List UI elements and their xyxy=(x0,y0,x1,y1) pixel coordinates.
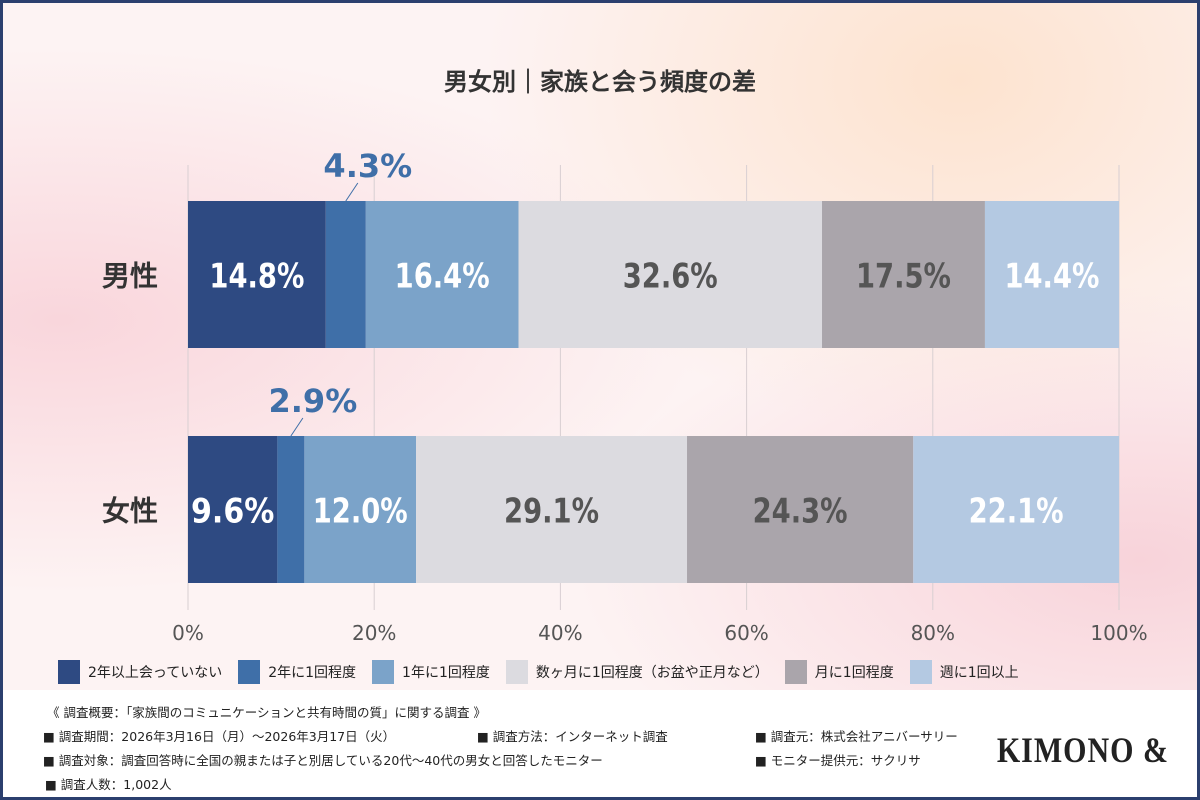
survey-source: ■ 調査元：株式会社アニバーサリー xyxy=(755,729,958,744)
x-tick-label: 60% xyxy=(724,621,768,645)
legend: 2年以上会っていない 2年に1回程度 1年に1回程度 数ヶ月に1回程度（お盆や正月など… xyxy=(58,660,1019,684)
callout-line xyxy=(345,182,359,202)
data-label: 32.6% xyxy=(623,257,718,297)
kimono-logo: KIMONO & xyxy=(996,730,1169,771)
category-label: 女性 xyxy=(102,495,158,528)
survey-summary: 《 調査概要：「家族間のコミュニケーションと共有時間の質」に関する調査 》 xyxy=(47,705,486,720)
data-label: 14.4% xyxy=(1004,257,1099,297)
legend-swatch xyxy=(505,660,528,684)
legend-swatch xyxy=(909,660,932,684)
bar-segment xyxy=(325,201,366,348)
survey-footer: 《 調査概要：「家族間のコミュニケーションと共有時間の質」に関する調査 》 ■ … xyxy=(3,690,1197,797)
x-tick-label: 80% xyxy=(911,621,955,645)
data-label: 12.0% xyxy=(313,492,408,532)
legend-label: 1年に1回程度 xyxy=(402,665,490,681)
bar-segment xyxy=(188,436,278,583)
data-label: 2.9% xyxy=(269,382,358,420)
bar-segment xyxy=(518,201,823,348)
survey-method: ■ 調査方法：インターネット調査 xyxy=(477,729,668,744)
bar-segment xyxy=(416,436,688,583)
bar-segment xyxy=(984,201,1119,348)
legend-item: 週に1回以上 xyxy=(909,660,1019,684)
legend-swatch xyxy=(238,660,261,684)
stacked-bar-chart: 0% 20% 40% 60% 80% 100% 男性 14.8% 4.3% 16.4% 32.6% 1… xyxy=(102,147,1148,645)
legend-item: 2年に1回程度 xyxy=(238,660,356,684)
data-label: 14.8% xyxy=(209,257,304,297)
x-tick-label: 100% xyxy=(1090,621,1147,645)
bar-segment xyxy=(913,436,1119,583)
data-label: 22.1% xyxy=(969,492,1064,532)
survey-count: ■ 調査人数：1,002人 xyxy=(45,777,172,792)
data-label: 4.3% xyxy=(323,147,412,185)
bar-segment xyxy=(687,436,914,583)
legend-swatch xyxy=(58,660,80,684)
legend-label: 週に1回以上 xyxy=(939,665,1019,681)
data-label: 29.1% xyxy=(504,492,599,532)
bar-segment xyxy=(277,436,305,583)
legend-item: 1年に1回程度 xyxy=(372,660,490,684)
legend-label: 2年以上会っていない xyxy=(88,665,223,681)
x-tick-label: 40% xyxy=(538,621,582,645)
legend-item: 2年以上会っていない xyxy=(58,660,222,684)
legend-item: 数ヶ月に1回程度（お盆や正月など） xyxy=(505,660,769,684)
bar-segment xyxy=(365,201,519,348)
bar-segment xyxy=(822,201,985,348)
legend-label: 2年に1回程度 xyxy=(268,665,357,681)
legend-item: 月に1回程度 xyxy=(784,660,894,684)
callout-line xyxy=(290,417,304,437)
x-tick-label: 20% xyxy=(352,621,396,645)
data-label: 16.4% xyxy=(395,257,490,297)
survey-provider: ■ モニター提供元：サクリサ xyxy=(755,753,921,768)
survey-period: ■ 調査期間：2026年3月16日（月）～2026年3月17日（火） xyxy=(43,729,396,744)
legend-label: 数ヶ月に1回程度（お盆や正月など） xyxy=(535,665,769,681)
legend-swatch xyxy=(784,660,807,684)
survey-target: ■ 調査対象：調査回答時に全国の親または子と別居している20代～40代の男女と回… xyxy=(43,753,603,768)
chart-title: 男女別｜家族と会う頻度の差 xyxy=(444,68,756,96)
data-label: 9.6% xyxy=(191,492,274,532)
x-tick-label: 0% xyxy=(172,621,204,645)
legend-swatch xyxy=(372,660,395,684)
data-label: 17.5% xyxy=(856,257,951,297)
category-label: 男性 xyxy=(102,260,158,293)
data-label: 24.3% xyxy=(753,492,848,532)
bar-segment xyxy=(304,436,417,583)
bar-segment xyxy=(188,201,326,348)
legend-label: 月に1回程度 xyxy=(814,665,894,681)
